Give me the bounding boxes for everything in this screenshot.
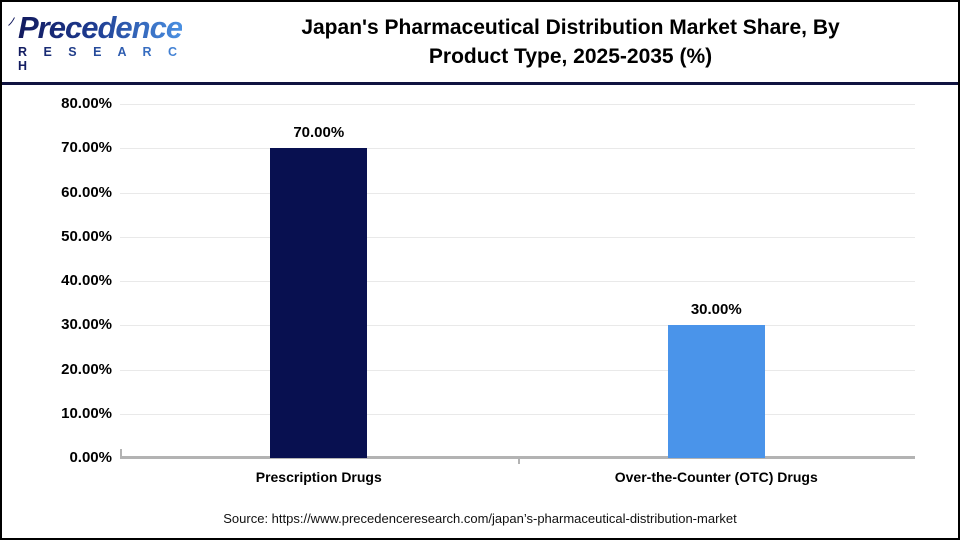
y-axis-label: 20.00% <box>61 360 112 378</box>
x-axis-label: Prescription Drugs <box>255 469 382 485</box>
header: Precedence R E S E A R C H Japan's Pharm… <box>2 2 958 85</box>
brand-name: Precedence <box>18 9 183 45</box>
y-axis-label: 0.00% <box>69 449 112 466</box>
chart-title-line2: Product Type, 2025-2035 (%) <box>428 45 713 68</box>
y-axis-label: 70.00% <box>61 139 112 157</box>
gridline <box>120 148 915 150</box>
y-axis-label: 40.00% <box>61 272 112 289</box>
brand-logo: Precedence R E S E A R C H <box>2 12 193 73</box>
axis-tick-center <box>517 459 520 464</box>
source-text: Source: https://www.precedenceresearch.c… <box>223 511 737 526</box>
gridline <box>120 369 915 371</box>
gridline <box>120 104 915 105</box>
bar <box>270 148 368 458</box>
bar-value-label: 30.00% <box>690 301 742 319</box>
gridline <box>120 325 915 327</box>
x-axis-labels: Prescription Drugs Over-the-Counter (OTC)… <box>120 469 915 489</box>
y-axis-label: 60.00% <box>61 183 112 201</box>
y-axis-label: 50.00% <box>61 227 112 245</box>
gridline <box>120 236 915 238</box>
bar <box>667 325 765 458</box>
gridline <box>120 413 915 415</box>
brand-subtitle: R E S E A R C H <box>18 45 193 73</box>
gridline <box>120 281 915 282</box>
gridline <box>120 192 915 194</box>
y-axis-label: 80.00% <box>61 95 112 112</box>
y-axis-labels: 0.00% 10.00% 20.00% 30.00% 40.00% 50.00% 60.00… <box>20 95 112 466</box>
x-axis-label: Over-the-Counter (OTC) Drugs <box>614 469 818 485</box>
chart-title: Japan's Pharmaceutical Distribution Mark… <box>193 13 958 72</box>
bar-value-label: 70.00% <box>293 124 345 142</box>
chart-title-line1: Japan's Pharmaceutical Distribution Mark… <box>301 15 840 39</box>
y-axis-label: 10.00% <box>61 404 112 422</box>
axis-tick-left <box>120 449 122 458</box>
y-axis-label: 30.00% <box>61 316 112 334</box>
x-axis-line <box>120 456 915 459</box>
plot-grid: 70.00% 30.00% <box>120 104 915 464</box>
